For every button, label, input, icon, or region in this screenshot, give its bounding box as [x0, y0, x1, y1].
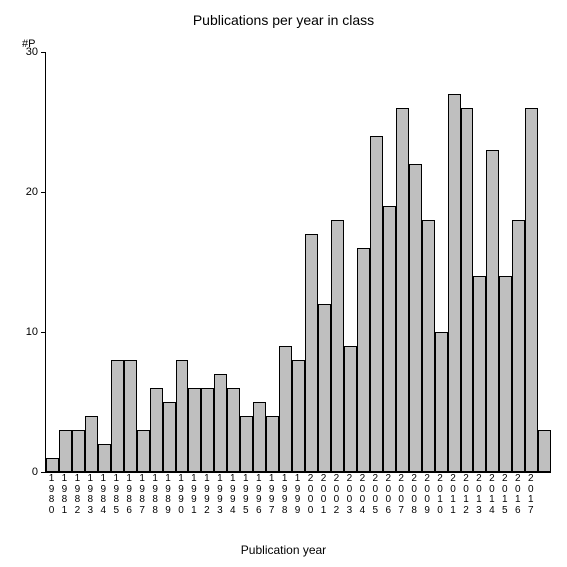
x-axis-title: Publication year: [0, 543, 567, 557]
x-tick-label: 2010: [434, 474, 447, 516]
bar: [305, 234, 318, 472]
x-tick-label: 2009: [421, 474, 434, 516]
bar: [227, 388, 240, 472]
bar: [525, 108, 538, 472]
x-tick-label: 1995: [239, 474, 252, 516]
bar: [538, 430, 551, 472]
x-tick-label: 1990: [175, 474, 188, 516]
x-tick-label: 1992: [200, 474, 213, 516]
bar: [85, 416, 98, 472]
x-tick-label: 1988: [149, 474, 162, 516]
bar: [473, 276, 486, 472]
bar: [486, 150, 499, 472]
bar: [383, 206, 396, 472]
x-tick-label: 2013: [472, 474, 485, 516]
x-tick-label: 1999: [291, 474, 304, 516]
y-tick: [41, 192, 46, 193]
bar: [331, 220, 344, 472]
bar: [163, 402, 176, 472]
bar: [357, 248, 370, 472]
x-tick-label: 1983: [84, 474, 97, 516]
bar: [72, 430, 85, 472]
bar: [201, 388, 214, 472]
bar: [422, 220, 435, 472]
x-tick-label: [537, 474, 550, 516]
x-tick-label: 2007: [395, 474, 408, 516]
x-tick-label: 2006: [382, 474, 395, 516]
bars-group: [46, 52, 551, 472]
bar: [461, 108, 474, 472]
bar: [292, 360, 305, 472]
bar: [279, 346, 292, 472]
plot-area: 0102030: [45, 52, 551, 473]
x-tick-label: 2005: [369, 474, 382, 516]
bar: [396, 108, 409, 472]
bar: [435, 332, 448, 472]
x-tick-label: 2016: [511, 474, 524, 516]
x-tick-label: 1986: [123, 474, 136, 516]
bar: [344, 346, 357, 472]
x-tick-label: 2015: [498, 474, 511, 516]
x-tick-label: 1989: [162, 474, 175, 516]
x-tick-label: 2000: [304, 474, 317, 516]
bar: [137, 430, 150, 472]
bar: [240, 416, 253, 472]
y-tick: [41, 472, 46, 473]
bar: [214, 374, 227, 472]
bar: [318, 304, 331, 472]
x-tick-label: 1993: [213, 474, 226, 516]
bar: [111, 360, 124, 472]
x-tick-label: 1980: [45, 474, 58, 516]
bar: [176, 360, 189, 472]
x-tick-label: 2017: [524, 474, 537, 516]
x-tick-label: 1997: [265, 474, 278, 516]
x-tick-label: 1982: [71, 474, 84, 516]
bar: [150, 388, 163, 472]
bar: [46, 458, 59, 472]
bar: [499, 276, 512, 472]
x-tick-label: 2008: [408, 474, 421, 516]
y-tick: [41, 52, 46, 53]
chart-container: Publications per year in class #P 010203…: [0, 0, 567, 567]
bar: [370, 136, 383, 472]
bar: [124, 360, 137, 472]
x-tick-label: 1991: [187, 474, 200, 516]
x-tick-label: 2002: [330, 474, 343, 516]
y-tick-label: 30: [26, 46, 38, 58]
y-tick-label: 10: [26, 326, 38, 338]
y-tick-label: 0: [32, 466, 38, 478]
x-tick-label: 2011: [447, 474, 460, 516]
chart-title: Publications per year in class: [0, 12, 567, 28]
x-tick-label: 1985: [110, 474, 123, 516]
x-tick-label: 2001: [317, 474, 330, 516]
y-tick-label: 20: [26, 186, 38, 198]
x-tick-label: 2014: [485, 474, 498, 516]
x-tick-label: 1994: [226, 474, 239, 516]
bar: [253, 402, 266, 472]
y-tick: [41, 332, 46, 333]
x-tick-label: 2004: [356, 474, 369, 516]
bar: [266, 416, 279, 472]
bar: [188, 388, 201, 472]
x-tick-label: 2003: [343, 474, 356, 516]
bar: [409, 164, 422, 472]
x-tick-label: 1996: [252, 474, 265, 516]
bar: [448, 94, 461, 472]
bar: [98, 444, 111, 472]
x-tick-label: 1998: [278, 474, 291, 516]
x-tick-label: 1981: [58, 474, 71, 516]
bar: [59, 430, 72, 472]
x-tick-label: 2012: [460, 474, 473, 516]
x-tick-label: 1984: [97, 474, 110, 516]
bar: [512, 220, 525, 472]
x-tick-label: 1987: [136, 474, 149, 516]
x-axis-labels: 1980198119821983198419851986198719881989…: [45, 474, 550, 516]
